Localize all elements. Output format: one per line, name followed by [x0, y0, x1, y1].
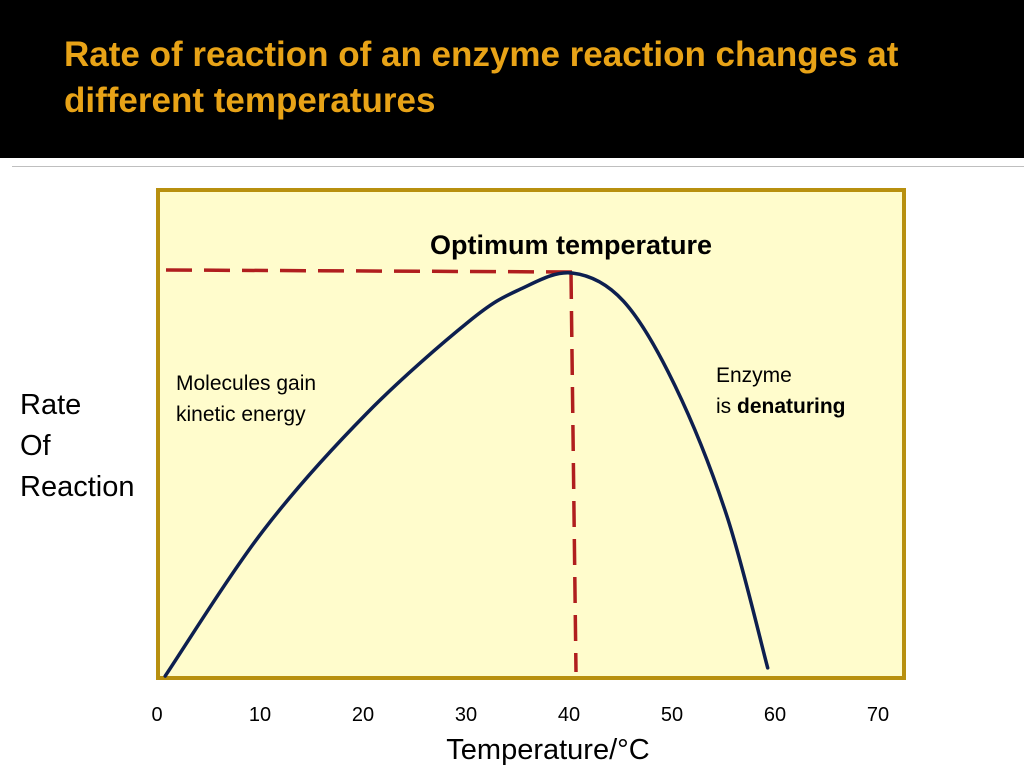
y-axis-title-line: Reaction — [20, 471, 135, 503]
title-divider — [12, 166, 1024, 167]
slide-title: Rate of reaction of an enzyme reaction c… — [64, 35, 899, 120]
x-tick-label: 0 — [151, 704, 162, 726]
optimum-vertical-guide — [569, 272, 578, 673]
x-axis-title: Temperature/°C — [446, 734, 649, 766]
optimum-label: Optimum temperature — [430, 230, 712, 260]
x-tick-label: 40 — [558, 704, 580, 726]
kinetic-energy-annotation-line1: Molecules gain — [176, 372, 316, 395]
title-bar: Rate of reaction of an enzyme reaction c… — [0, 0, 1024, 158]
y-axis-title-line: Of — [20, 430, 51, 462]
x-tick-label: 20 — [352, 704, 374, 726]
denaturing-bold: denaturing — [737, 395, 846, 418]
denaturing-annotation-line2: is denaturing — [716, 395, 846, 418]
rate-curve — [163, 271, 770, 678]
denaturing-prefix: is — [716, 395, 737, 418]
x-tick-label: 60 — [764, 704, 786, 726]
optimum-horizontal-guide — [165, 268, 573, 274]
y-axis-title-line: Rate — [20, 389, 82, 421]
y-axis-title: Rate Of Reaction — [20, 385, 134, 508]
x-axis-ticks: 0 10 20 30 40 50 60 70 — [151, 704, 889, 726]
denaturing-annotation-line1: Enzyme — [716, 364, 792, 387]
kinetic-energy-annotation-line2: kinetic energy — [176, 403, 306, 426]
x-tick-label: 10 — [249, 704, 271, 726]
x-tick-label: 70 — [867, 704, 889, 726]
plot-area — [156, 188, 906, 680]
x-tick-label: 50 — [661, 704, 683, 726]
x-tick-label: 30 — [455, 704, 477, 726]
